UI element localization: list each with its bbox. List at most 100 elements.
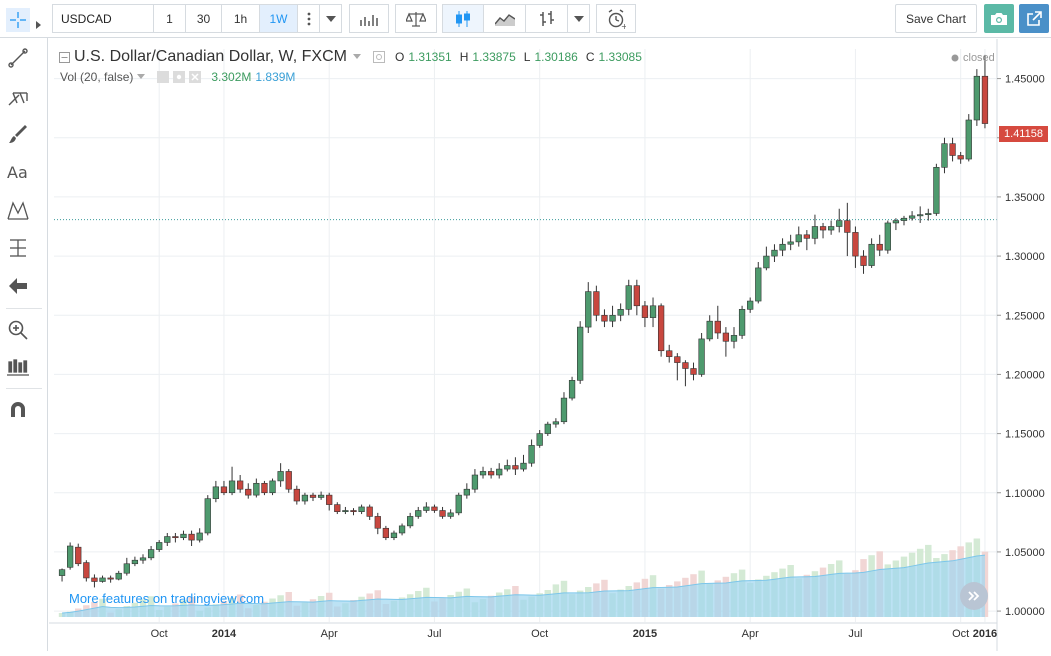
low-label: L: [523, 50, 531, 64]
candle-body: [512, 465, 519, 470]
candle-body: [326, 494, 333, 505]
close-value: 1.33085: [598, 50, 642, 64]
candle-body: [301, 494, 309, 502]
chevron-down-icon[interactable]: [352, 54, 363, 60]
snapshot-button[interactable]: [984, 4, 1014, 33]
pattern-tool[interactable]: [6, 198, 30, 222]
market-status: closed: [951, 52, 995, 64]
candle-body: [156, 542, 163, 550]
price-axis-label: 1.25000: [1005, 310, 1045, 322]
interval-button-1w[interactable]: 1W: [260, 4, 298, 33]
candle-body: [285, 471, 292, 490]
trendline-tool[interactable]: [6, 46, 30, 70]
candle-body: [358, 506, 365, 512]
eye-icon[interactable]: [372, 51, 385, 63]
bar-replay-tool[interactable]: [6, 356, 30, 380]
candle-body: [973, 75, 980, 121]
popout-button[interactable]: [1019, 4, 1049, 33]
interval-dropdown-icon[interactable]: [320, 4, 342, 33]
candle-body: [698, 338, 705, 375]
candle-body: [196, 532, 203, 541]
crosshair-flyout-arrow[interactable]: [36, 16, 41, 34]
price-axis-label: 1.30000: [1005, 251, 1045, 263]
candle-body: [949, 143, 956, 156]
zoom-tool[interactable]: [6, 318, 30, 342]
candle-body: [933, 167, 940, 214]
interval-label: 1W: [269, 11, 288, 26]
interval-button-1h[interactable]: 1h: [222, 4, 260, 33]
chart-type-bars-button[interactable]: [526, 4, 568, 33]
scales-icon: [406, 11, 426, 27]
candle-body: [123, 563, 130, 574]
text-tool[interactable]: Aa: [6, 160, 30, 184]
candle-body: [585, 291, 592, 328]
candle-body: [965, 119, 972, 160]
chart-type-dropdown[interactable]: [568, 4, 590, 33]
volume-title[interactable]: Vol (20, false): [60, 70, 134, 84]
low-value: 1.30186: [534, 50, 578, 64]
chevron-down-icon[interactable]: [137, 74, 147, 80]
candle-body: [755, 267, 762, 302]
settings-icon[interactable]: [173, 71, 186, 83]
candle-body: [884, 222, 891, 251]
candle-body: [852, 232, 859, 257]
candle-body: [407, 516, 414, 527]
candle-body: [107, 577, 114, 580]
series-title[interactable]: U.S. Dollar/Canadian Dollar, W, FXCM: [74, 48, 347, 65]
candle-body: [682, 362, 689, 369]
candle-body: [180, 533, 187, 539]
candle-body: [334, 504, 341, 512]
alert-button[interactable]: +: [596, 4, 636, 33]
market-status-text: closed: [963, 52, 995, 64]
candle-body: [941, 143, 948, 168]
compare-button[interactable]: [395, 4, 437, 33]
candle-body: [771, 249, 778, 257]
candle-body: [423, 506, 430, 511]
watermark-text[interactable]: More features on tradingview.com: [69, 591, 265, 606]
interval-button-30[interactable]: 30: [186, 4, 222, 33]
chart-pane[interactable]: 1.450001.400001.350001.300001.250001.200…: [49, 39, 1051, 651]
top-toolbar: USDCAD 1 30 1h 1W + Save Chart: [0, 0, 1051, 38]
measure-tool[interactable]: [6, 236, 30, 260]
time-axis-label: 2014: [212, 628, 237, 640]
candle-body: [568, 380, 576, 399]
external-link-icon: [1027, 10, 1042, 26]
candle-body: [382, 527, 390, 539]
time-axis-label: Oct: [151, 628, 168, 640]
collapse-legend-icon[interactable]: [59, 51, 70, 63]
area-chart-icon: [494, 13, 515, 26]
pitchfork-tool[interactable]: [6, 84, 30, 108]
text-icon: Aa: [7, 163, 28, 182]
candle-body: [779, 243, 786, 251]
double-chevron-right-icon: [968, 591, 980, 601]
remove-drawings-tool[interactable]: [6, 274, 30, 298]
candle-body: [633, 285, 640, 307]
watermark[interactable]: More features on tradingview.com: [69, 591, 264, 606]
indicators-button[interactable]: [349, 4, 389, 33]
magnet-tool[interactable]: [6, 398, 30, 422]
eye-icon[interactable]: [157, 71, 170, 83]
replay-bars-icon: [7, 359, 29, 376]
brush-tool[interactable]: [6, 122, 30, 146]
symbol-search-input[interactable]: USDCAD: [52, 4, 154, 33]
crosshair-icon: [10, 12, 26, 28]
crosshair-tool[interactable]: [6, 8, 30, 32]
candle-body: [730, 335, 738, 342]
interval-label: 1: [166, 11, 173, 26]
interval-button-1[interactable]: 1: [154, 4, 186, 33]
scroll-to-realtime-button[interactable]: [960, 582, 988, 610]
time-axis-label: Jul: [848, 628, 862, 640]
candle-body: [520, 462, 527, 470]
save-chart-button[interactable]: Save Chart: [895, 4, 977, 33]
chart-type-candles-button[interactable]: [442, 4, 484, 33]
close-icon[interactable]: [189, 71, 202, 83]
interval-label: 30: [196, 11, 211, 26]
more-intervals-icon[interactable]: [298, 4, 320, 33]
svg-text:Aa: Aa: [7, 163, 28, 182]
main-series-legend: U.S. Dollar/Canadian Dollar, W, FXCM O 1…: [59, 48, 642, 66]
chart-type-area-button[interactable]: [484, 4, 526, 33]
price-chart[interactable]: 1.450001.400001.350001.300001.250001.200…: [49, 39, 1051, 651]
candle-body: [366, 506, 373, 517]
candle-body: [666, 350, 673, 357]
volume-value: 3.302M: [211, 70, 252, 84]
